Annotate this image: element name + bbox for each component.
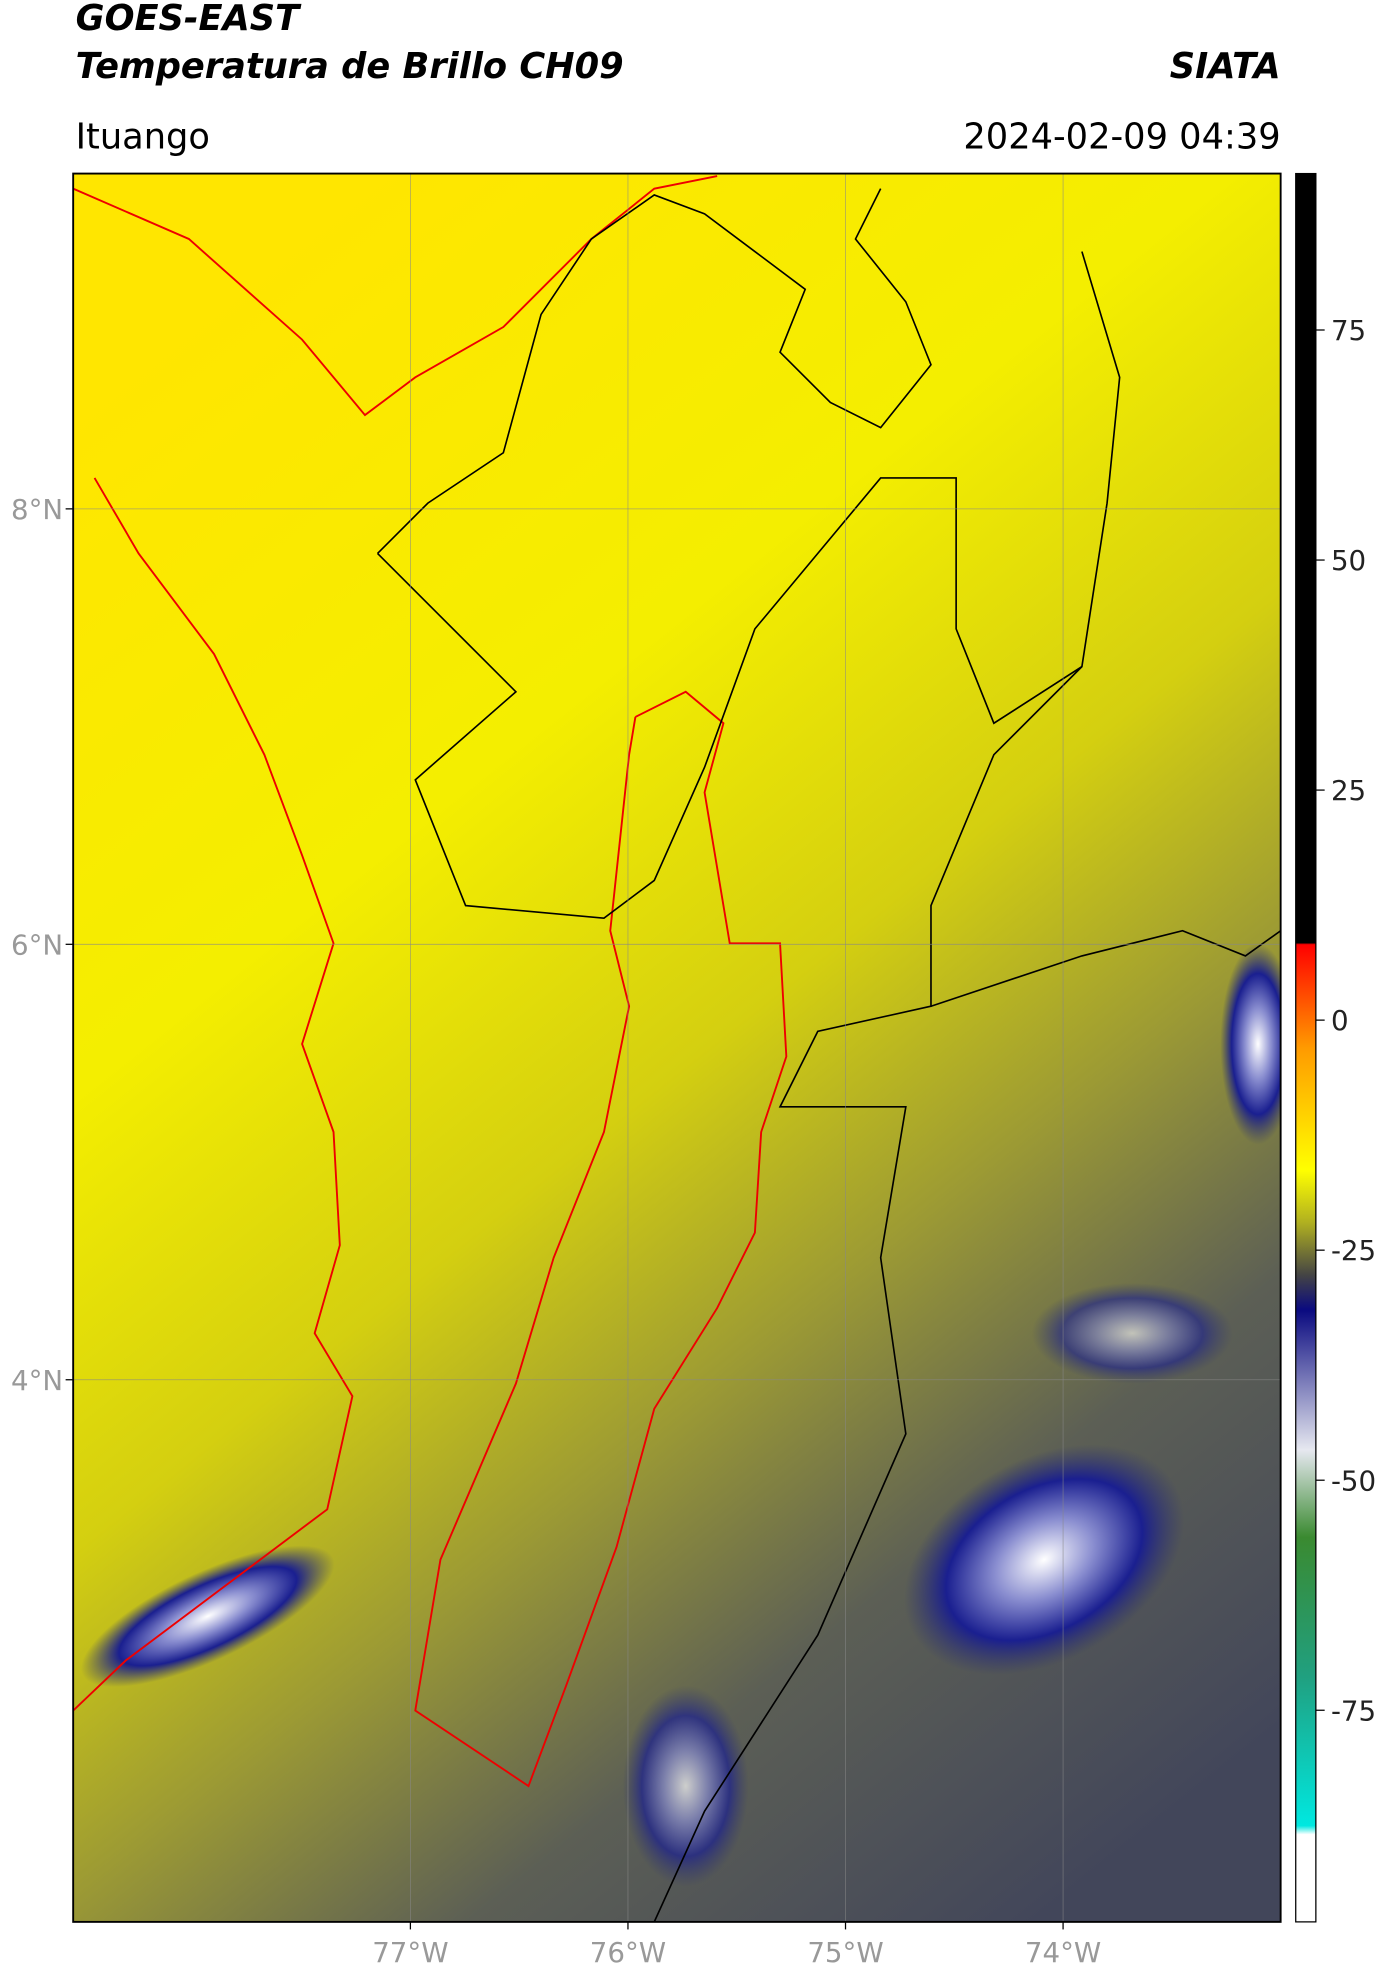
colorbar-label: -75 xyxy=(1331,1694,1376,1727)
cloud xyxy=(622,1685,749,1887)
boundary xyxy=(376,188,932,555)
colorbar-label: 75 xyxy=(1331,314,1366,347)
title: GOES-EAST xyxy=(76,0,302,39)
lat-label: 4°N xyxy=(11,1364,63,1397)
coastline xyxy=(73,175,718,417)
location: Ituango xyxy=(76,116,210,157)
cloud xyxy=(1031,1282,1233,1384)
cloud xyxy=(904,1444,1185,1675)
lon-label: 77°W xyxy=(372,1936,448,1969)
colorbar-label: -25 xyxy=(1331,1234,1376,1267)
colorbar-label: -50 xyxy=(1331,1464,1376,1497)
lat-label: 6°N xyxy=(11,928,63,961)
lon-label: 75°W xyxy=(807,1936,883,1969)
lon-label: 74°W xyxy=(1025,1936,1101,1969)
cloud xyxy=(80,1545,335,1688)
colorbar-label: 0 xyxy=(1331,1004,1349,1037)
coastline xyxy=(73,477,354,1712)
colorbar xyxy=(1295,172,1317,1923)
title: Temperatura de Brillo CH09 xyxy=(76,46,624,87)
colorbar-label: 25 xyxy=(1331,774,1366,807)
cloud xyxy=(1220,943,1281,1145)
graticule xyxy=(73,173,1281,1922)
map xyxy=(73,173,1281,1922)
agency: SIATA xyxy=(1170,46,1281,87)
datetime: 2024-02-09 04:39 xyxy=(963,116,1280,157)
boundary xyxy=(376,251,1121,920)
boundary xyxy=(653,666,1083,1922)
lat-label: 8°N xyxy=(11,493,63,526)
map-background xyxy=(73,173,1281,1922)
lon-label: 76°W xyxy=(590,1936,666,1969)
colorbar-label: 50 xyxy=(1331,544,1366,577)
basin-outline xyxy=(414,690,788,1788)
boundary xyxy=(930,929,1281,1007)
map-frame xyxy=(72,172,1282,1923)
